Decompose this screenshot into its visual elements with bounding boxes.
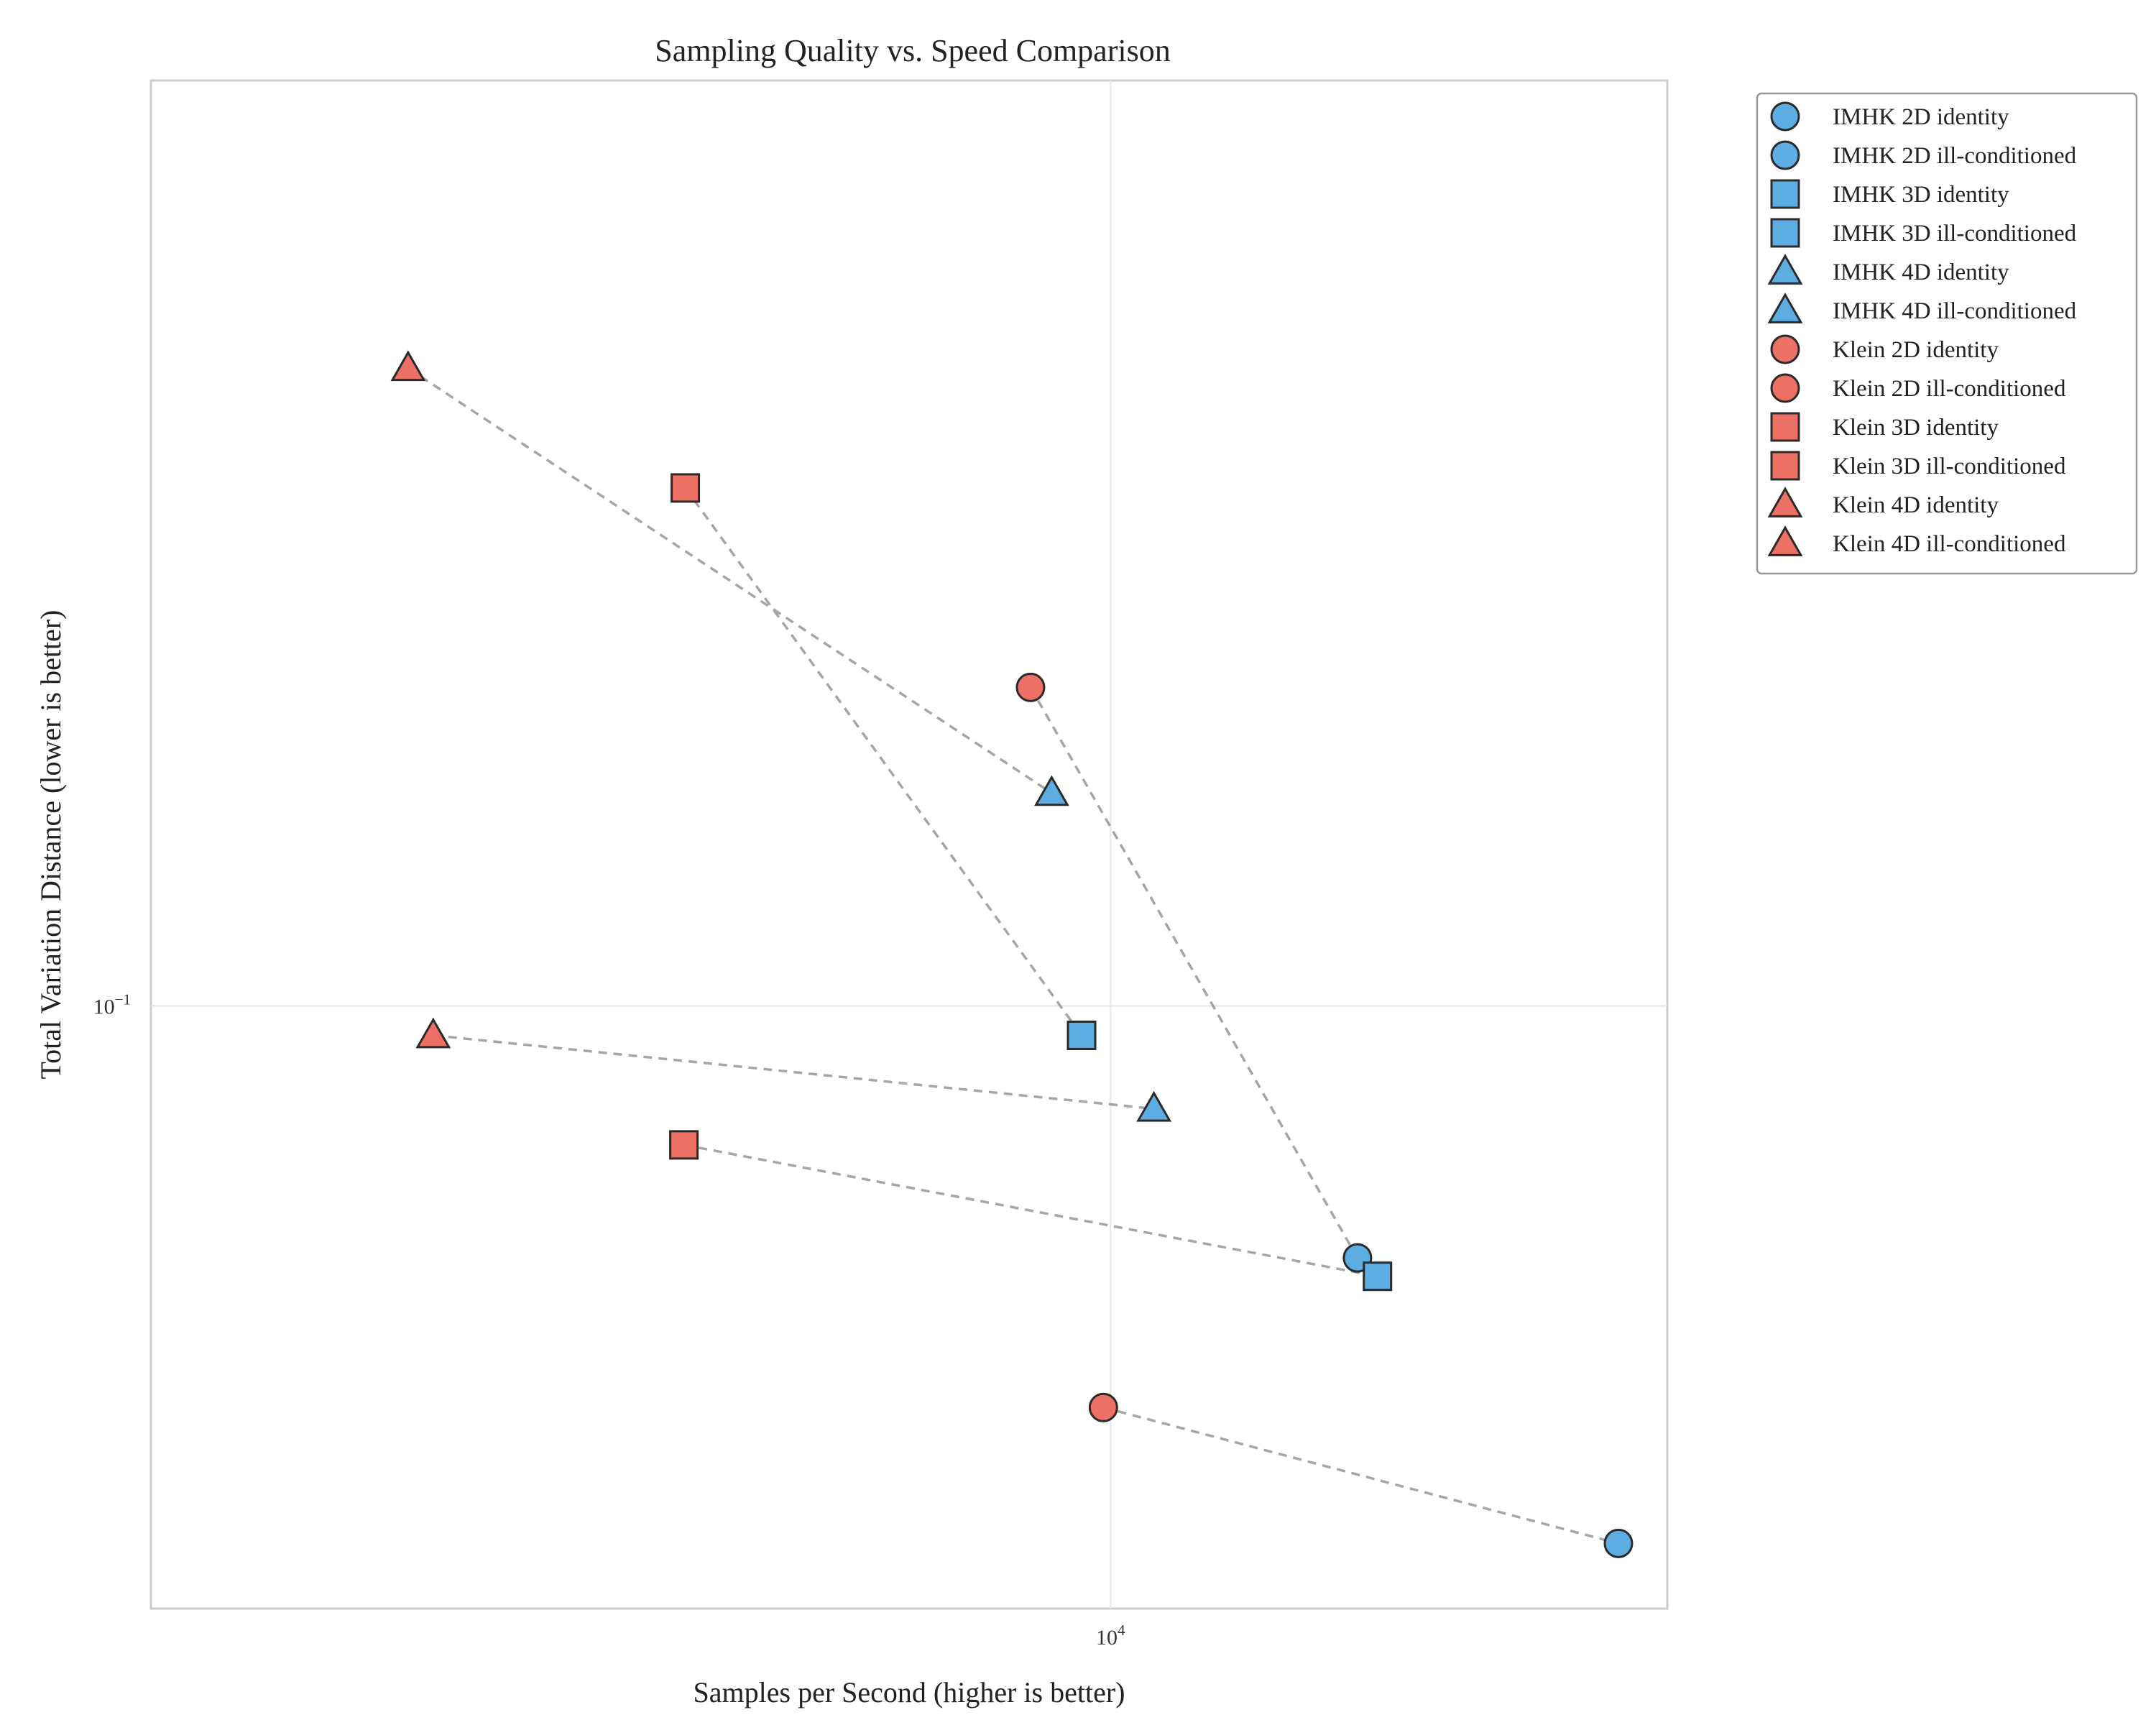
chart-title: Sampling Quality vs. Speed Comparison (655, 33, 1170, 68)
legend-marker-imhk-2d-identity (1770, 101, 1800, 132)
data-point-klein-4d-identity (415, 1017, 451, 1049)
tick-layer: 104 10−1 (93, 991, 1125, 1650)
connector-layer (407, 367, 1619, 1545)
legend-label-klein-3d-identity: Klein 3D identity (1833, 415, 1999, 441)
connector-line (407, 367, 1053, 794)
legend-marker-imhk-3d-identity (1770, 179, 1800, 209)
data-point-klein-2d-identity (1088, 1392, 1118, 1422)
x-axis-label: Samples per Second (higher is better) (694, 1676, 1125, 1708)
legend-marker-imhk-4d-identity (1767, 254, 1803, 285)
data-point-imhk-4d-identity (1136, 1090, 1172, 1122)
legend: IMHK 2D identity IMHK 2D ill-conditioned I… (1756, 92, 2138, 575)
legend-marker-klein-3d-ill-conditioned (1770, 451, 1800, 481)
legend-label-imhk-2d-ill-conditioned: IMHK 2D ill-conditioned (1833, 143, 2077, 169)
legend-label-klein-2d-ill-conditioned: Klein 2D ill-conditioned (1833, 376, 2066, 402)
legend-label-imhk-4d-ill-conditioned: IMHK 4D ill-conditioned (1833, 298, 2077, 324)
grid-layer (151, 80, 1667, 1609)
connector-line (1102, 1406, 1619, 1545)
y-tick-label: 10−1 (93, 991, 131, 1019)
legend-label-klein-4d-ill-conditioned: Klein 4D ill-conditioned (1833, 531, 2066, 557)
connector-line (684, 487, 1083, 1036)
legend-label-klein-3d-ill-conditioned: Klein 3D ill-conditioned (1833, 454, 2066, 479)
legend-marker-klein-4d-identity (1767, 487, 1803, 518)
data-point-imhk-3d-ill-conditioned (1067, 1020, 1097, 1050)
data-point-klein-3d-identity (669, 1130, 699, 1160)
y-axis-label: Total Variation Distance (lower is bette… (34, 610, 67, 1080)
legend-marker-klein-4d-ill-conditioned (1767, 525, 1803, 556)
legend-marker-klein-2d-identity (1770, 334, 1800, 364)
data-point-klein-2d-ill-conditioned (1015, 672, 1046, 702)
legend-label-imhk-4d-identity: IMHK 4D identity (1833, 259, 2009, 285)
connector-line (433, 1034, 1154, 1110)
data-point-imhk-2d-identity (1603, 1528, 1634, 1558)
data-point-imhk-3d-identity (1363, 1261, 1393, 1292)
legend-marker-imhk-4d-ill-conditioned (1767, 293, 1803, 323)
legend-label-imhk-3d-identity: IMHK 3D identity (1833, 182, 2009, 208)
legend-label-klein-2d-identity: Klein 2D identity (1833, 337, 1999, 363)
connector-line (1029, 686, 1359, 1259)
legend-marker-klein-2d-ill-conditioned (1770, 373, 1800, 403)
legend-label-imhk-3d-ill-conditioned: IMHK 3D ill-conditioned (1833, 221, 2077, 247)
data-point-klein-4d-ill-conditioned (390, 350, 426, 382)
x-tick-label: 104 (1096, 1622, 1125, 1650)
connector-line (683, 1144, 1378, 1278)
data-point-klein-3d-ill-conditioned (671, 473, 701, 503)
legend-frame (1756, 92, 2138, 575)
marker-layer (390, 350, 1634, 1558)
legend-label-imhk-2d-identity: IMHK 2D identity (1833, 104, 2009, 130)
legend-label-klein-4d-identity: Klein 4D identity (1833, 492, 1999, 518)
data-point-imhk-4d-ill-conditioned (1033, 775, 1069, 806)
legend-marker-imhk-3d-ill-conditioned (1770, 218, 1800, 248)
plot-area (149, 79, 1669, 1610)
legend-marker-imhk-2d-ill-conditioned (1770, 140, 1800, 170)
legend-marker-klein-3d-identity (1770, 412, 1800, 442)
